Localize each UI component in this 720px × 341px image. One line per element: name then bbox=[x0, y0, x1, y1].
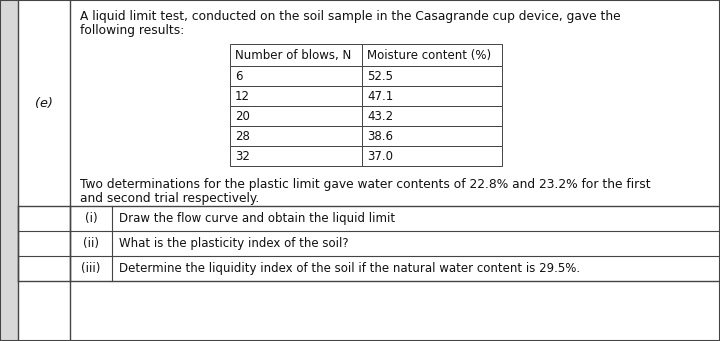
Text: Determine the liquidity index of the soil if the natural water content is 29.5%.: Determine the liquidity index of the soi… bbox=[119, 262, 580, 275]
Text: 32: 32 bbox=[235, 149, 250, 163]
Text: (iii): (iii) bbox=[81, 262, 101, 275]
Text: Draw the flow curve and obtain the liquid limit: Draw the flow curve and obtain the liqui… bbox=[119, 212, 395, 225]
Bar bbox=[0, 0, 18, 341]
Text: 28: 28 bbox=[235, 130, 250, 143]
Bar bbox=[230, 86, 362, 106]
Text: 6: 6 bbox=[235, 70, 243, 83]
Text: Moisture content (%): Moisture content (%) bbox=[367, 48, 491, 61]
Text: A liquid limit test, conducted on the soil sample in the Casagrande cup device, : A liquid limit test, conducted on the so… bbox=[80, 10, 621, 23]
Bar bbox=[230, 44, 362, 66]
Text: 43.2: 43.2 bbox=[367, 109, 393, 122]
Text: Number of blows, N: Number of blows, N bbox=[235, 48, 351, 61]
Text: 47.1: 47.1 bbox=[367, 89, 393, 103]
Bar bbox=[362, 126, 502, 146]
Text: Two determinations for the plastic limit gave water contents of 22.8% and 23.2% : Two determinations for the plastic limit… bbox=[80, 178, 651, 191]
Bar bbox=[230, 66, 362, 86]
Bar bbox=[362, 106, 502, 126]
Text: (i): (i) bbox=[85, 212, 97, 225]
Text: 52.5: 52.5 bbox=[367, 70, 393, 83]
Text: 37.0: 37.0 bbox=[367, 149, 393, 163]
Text: What is the plasticity index of the soil?: What is the plasticity index of the soil… bbox=[119, 237, 348, 250]
Bar bbox=[362, 66, 502, 86]
Text: following results:: following results: bbox=[80, 24, 184, 37]
Text: and second trial respectively.: and second trial respectively. bbox=[80, 192, 259, 205]
Text: (e): (e) bbox=[35, 97, 53, 109]
Text: 12: 12 bbox=[235, 89, 250, 103]
Bar bbox=[230, 106, 362, 126]
Text: 20: 20 bbox=[235, 109, 250, 122]
Text: (ii): (ii) bbox=[83, 237, 99, 250]
Bar bbox=[230, 126, 362, 146]
Bar bbox=[362, 86, 502, 106]
Bar bbox=[362, 146, 502, 166]
Text: 38.6: 38.6 bbox=[367, 130, 393, 143]
Bar bbox=[230, 146, 362, 166]
Bar bbox=[362, 44, 502, 66]
